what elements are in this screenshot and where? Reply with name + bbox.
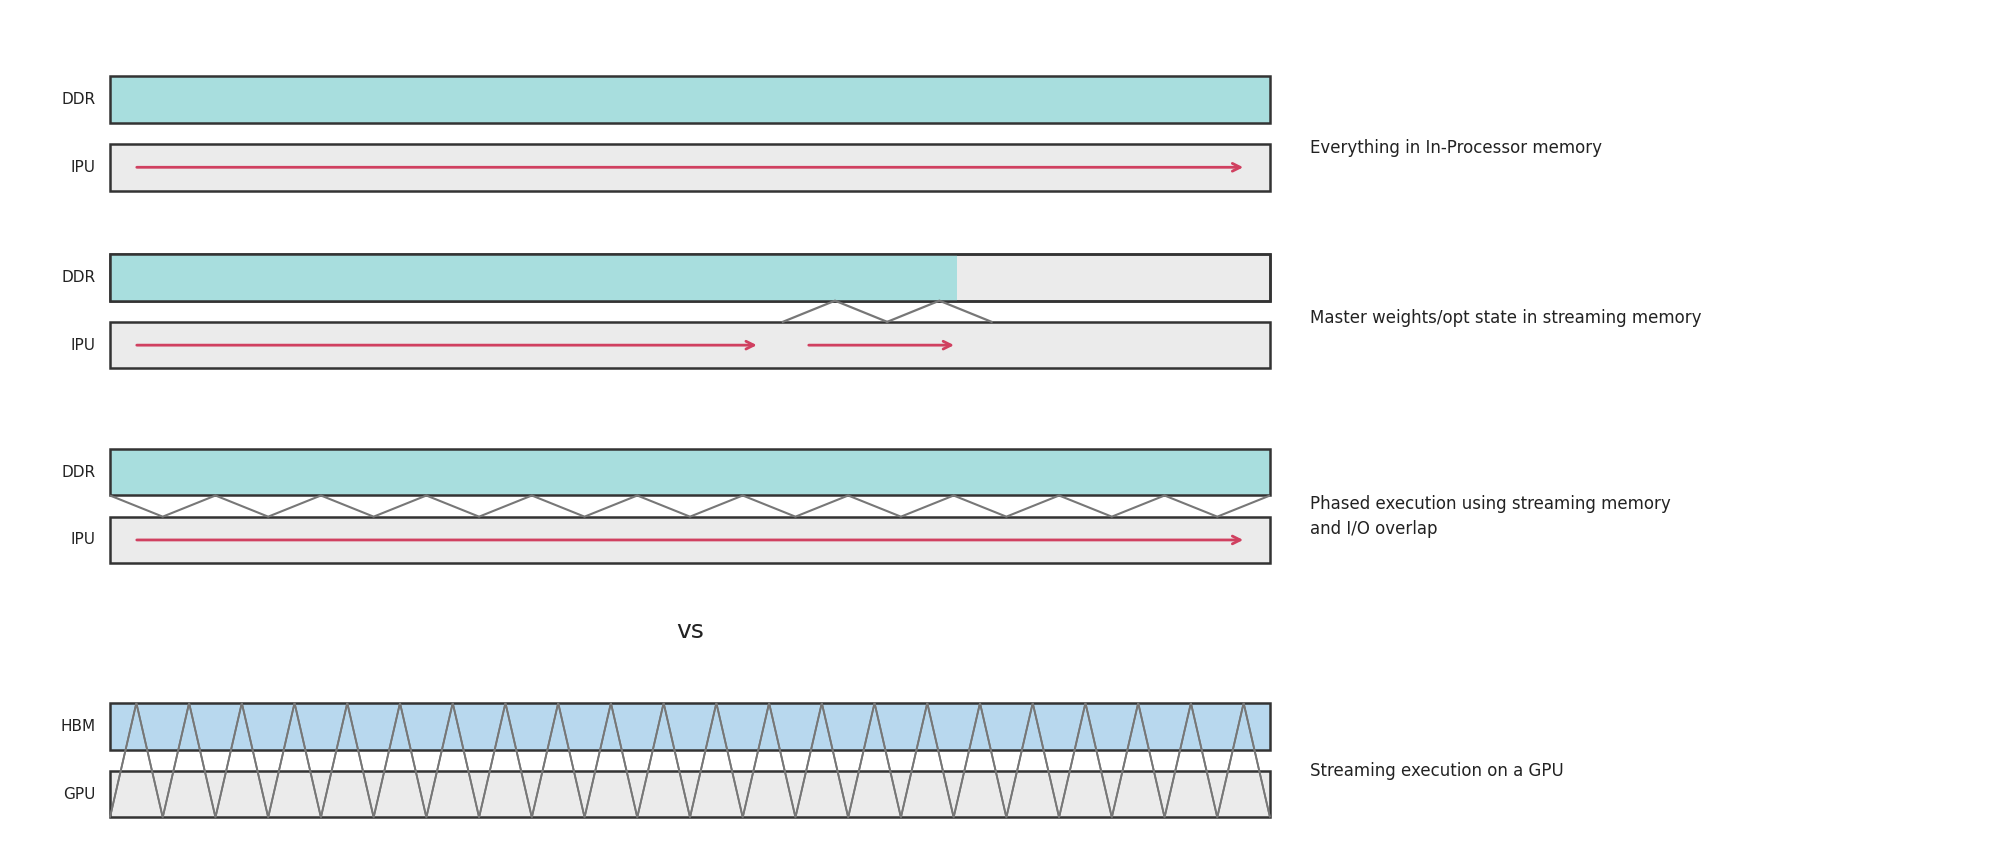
Text: Everything in In-Processor memory: Everything in In-Processor memory [1310, 139, 1602, 158]
Text: vs: vs [676, 619, 704, 643]
Bar [110, 144, 1270, 191]
Bar [110, 517, 1270, 563]
Text: Streaming execution on a GPU: Streaming execution on a GPU [1310, 761, 1564, 780]
Text: IPU: IPU [72, 338, 96, 352]
Text: GPU: GPU [64, 787, 96, 801]
Text: IPU: IPU [72, 533, 96, 547]
Text: Master weights/opt state in streaming memory: Master weights/opt state in streaming me… [1310, 308, 1702, 327]
Text: Phased execution using streaming memory: Phased execution using streaming memory [1310, 495, 1670, 513]
Bar [110, 771, 1270, 817]
Text: DDR: DDR [62, 92, 96, 107]
Text: and I/O overlap: and I/O overlap [1310, 520, 1438, 539]
Bar [110, 322, 1270, 368]
Bar [110, 254, 956, 301]
Bar [110, 254, 1270, 301]
Bar [110, 254, 1270, 301]
Text: IPU: IPU [72, 160, 96, 174]
Text: HBM: HBM [60, 719, 96, 734]
Text: DDR: DDR [62, 270, 96, 285]
Bar [110, 76, 1270, 123]
Text: DDR: DDR [62, 465, 96, 479]
Bar [110, 703, 1270, 750]
Bar [110, 449, 1270, 495]
